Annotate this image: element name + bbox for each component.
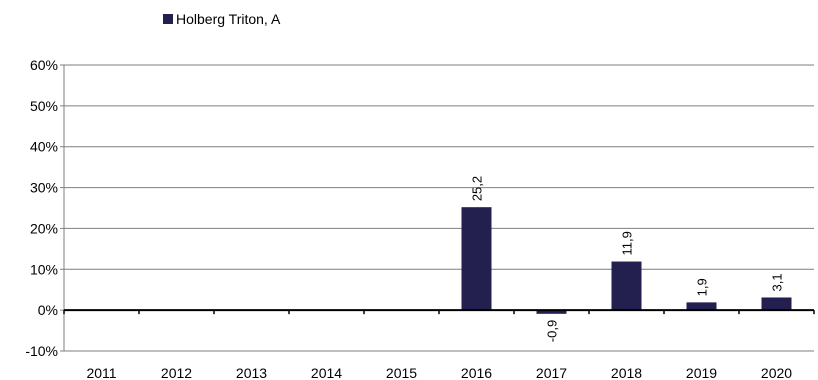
data-label: -0,9	[545, 320, 560, 342]
x-tick-label: 2011	[86, 365, 116, 380]
y-tick-label: 60%	[30, 57, 58, 73]
y-tick-label: 20%	[30, 220, 58, 236]
x-tick-label: 2012	[161, 365, 192, 380]
y-tick-label: 40%	[30, 139, 58, 155]
bar	[761, 297, 792, 311]
x-tick-label: 2015	[386, 365, 417, 380]
x-tick-label: 2020	[761, 365, 792, 380]
data-label: 11,9	[620, 231, 635, 255]
legend-swatch	[163, 14, 173, 24]
legend-label: Holberg Triton, A	[176, 11, 281, 27]
y-tick-label: 10%	[30, 261, 58, 277]
x-tick-label: 2018	[611, 365, 642, 380]
data-label: 1,9	[695, 278, 710, 296]
y-tick-label: 30%	[30, 180, 58, 196]
chart-legend: Holberg Triton, A	[163, 11, 280, 27]
data-label: 25,2	[470, 176, 485, 201]
y-tick-label: 0%	[38, 302, 58, 318]
x-tick-label: 2016	[461, 365, 492, 380]
bar	[611, 261, 642, 311]
x-tick-label: 2014	[311, 365, 342, 380]
bar	[461, 207, 492, 311]
x-tick-label: 2013	[236, 365, 267, 380]
bar	[686, 302, 717, 311]
x-tick-label: 2019	[686, 365, 717, 380]
x-tick-label: 2017	[536, 365, 567, 380]
y-tick-label: 50%	[30, 98, 58, 114]
data-label: 3,1	[770, 273, 785, 291]
y-tick-label: -10%	[25, 343, 58, 359]
bar	[536, 310, 567, 314]
